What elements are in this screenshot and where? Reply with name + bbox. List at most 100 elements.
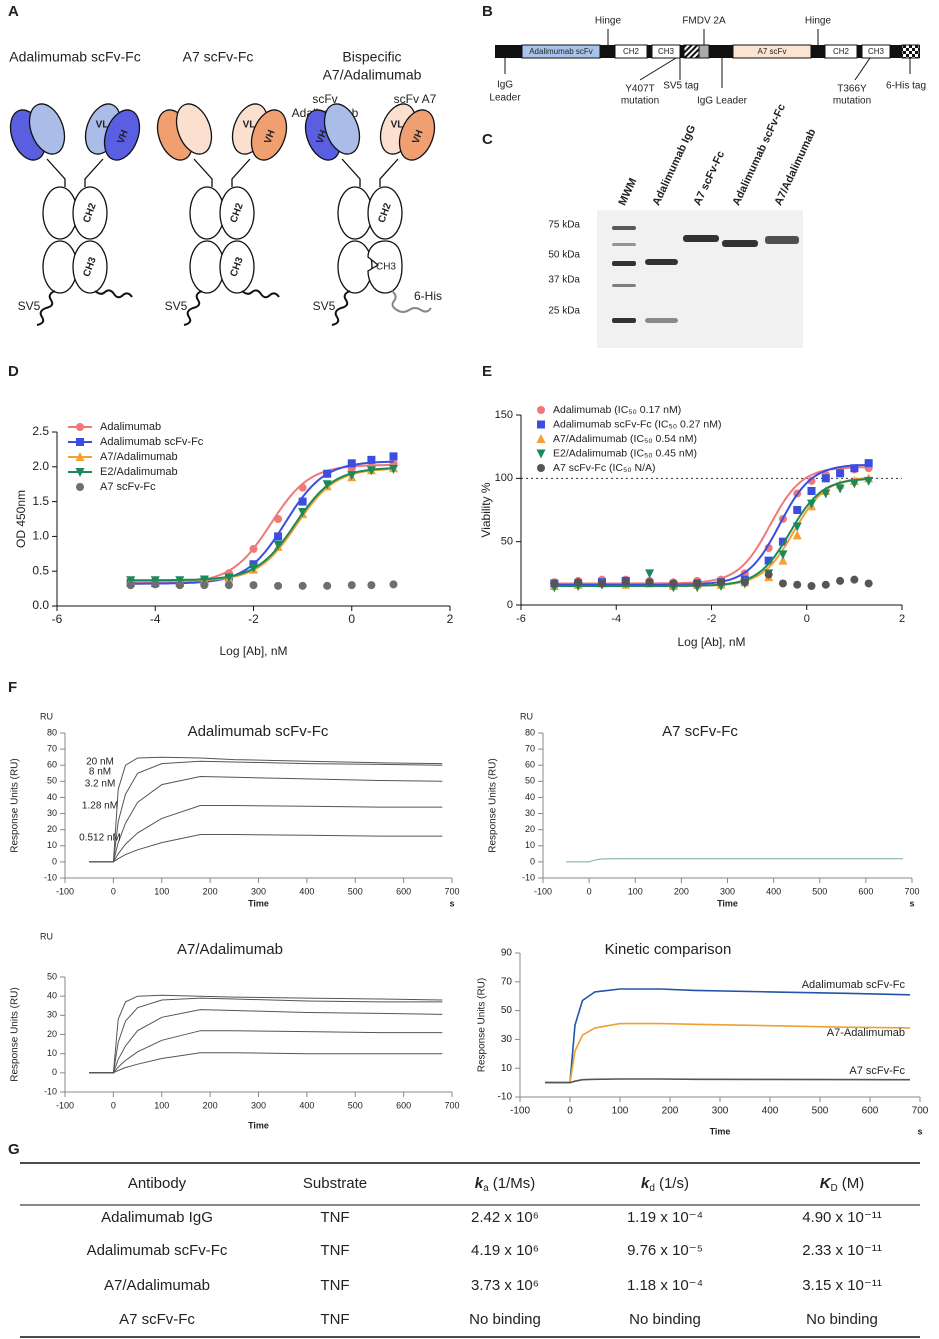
segment-label: CH3 xyxy=(868,47,885,56)
y-tick-label: 50 xyxy=(47,971,57,981)
x-tick-label: 600 xyxy=(862,1106,879,1117)
y-tick-label: 10 xyxy=(47,840,57,850)
y-tick-label: 30 xyxy=(47,1010,57,1020)
annotation: Leader xyxy=(489,93,521,104)
x-tick-label: 0 xyxy=(111,1100,116,1110)
y-tick-label: 0 xyxy=(52,856,57,866)
x-tick-label: -100 xyxy=(534,886,552,896)
data-point xyxy=(778,555,788,565)
data-point xyxy=(850,575,859,584)
x-tick-label: 100 xyxy=(154,886,169,896)
y-tick-label: -10 xyxy=(498,1092,513,1103)
annotation: IgG xyxy=(497,80,513,91)
table: Antibody Substrate ka (1/Ms) kd (1/s) KD (M… xyxy=(20,1162,920,1338)
series-label: 1.28 nM xyxy=(82,801,118,812)
y-tick-label: 70 xyxy=(525,743,535,753)
panel-b: Adalimumab scFv CH2 CH3 A7 scFv CH2 CH3 … xyxy=(489,16,926,107)
x-tick-label: -6 xyxy=(516,613,526,625)
legend-label: A7/Adalimumab xyxy=(100,451,178,463)
x-tick-label: 2 xyxy=(447,612,454,626)
annotation: mutation xyxy=(833,96,871,107)
data-point xyxy=(126,581,135,590)
y-tick-label: 50 xyxy=(501,1005,513,1016)
legend-marker xyxy=(76,438,84,446)
chart: -6 -4 -2 0 2 0 50 100 150 Log [Ab], nM Viability %… xyxy=(479,404,905,649)
data-point xyxy=(389,580,398,589)
table-cell: 3.15 x 10⁻¹¹ xyxy=(802,1277,882,1294)
marker-label: 75 kDa xyxy=(548,220,580,231)
table-header: Antibody xyxy=(128,1175,187,1192)
series-line xyxy=(89,1009,443,1074)
x-axis-label: Log [Ab], nM xyxy=(219,644,287,658)
series-label: 8 nM xyxy=(89,767,111,778)
data-point xyxy=(778,550,788,560)
y-tick-label: 60 xyxy=(47,760,57,770)
data-point xyxy=(807,582,816,590)
x-tick-label: 0 xyxy=(567,1106,573,1117)
legend-label: A7/Adalimumab (IC₅₀ 0.54 nM) xyxy=(553,433,697,445)
x-tick-label: 600 xyxy=(396,886,411,896)
construct-title: Adalimumab scFv-Fc xyxy=(9,49,140,65)
data-point xyxy=(347,471,357,481)
chart: -100 0 100 200 300 400 500 600 700-1001020304050… xyxy=(10,931,460,1130)
x-tick-label: 700 xyxy=(444,886,459,896)
domain-label: VH xyxy=(116,129,131,146)
legend-marker xyxy=(537,406,545,414)
data-point xyxy=(298,483,307,492)
y-tick-label: 10 xyxy=(501,1063,513,1074)
data-point xyxy=(778,537,787,546)
y-tick-label: 20 xyxy=(525,824,535,834)
series-label: 20 nM xyxy=(86,757,114,768)
domain-label: VH xyxy=(315,129,330,146)
table-header: ka (1/Ms) xyxy=(475,1175,535,1194)
antibody: VH VL VH CH2 CH3 SV5 6-His xyxy=(298,98,442,326)
x-tick-label: -100 xyxy=(56,1100,74,1110)
marker-label: 25 kDa xyxy=(548,306,580,317)
y-tick-label: 0 xyxy=(530,856,535,866)
panel-c: 75 kDa 50 kDa 37 kDa 25 kDa MWM Adalimum… xyxy=(548,102,819,348)
panel-label: F xyxy=(8,679,17,696)
panel-label: A xyxy=(8,3,19,20)
data-point xyxy=(389,452,398,461)
data-point xyxy=(323,469,332,478)
construct-title: A7/Adalimumab xyxy=(323,67,422,83)
series-label: Adalimumab scFv-Fc xyxy=(802,979,906,991)
chart-title: Kinetic comparison xyxy=(605,941,732,958)
legend-marker xyxy=(537,420,545,429)
domain-label: VL xyxy=(243,120,256,131)
data-point xyxy=(807,499,817,509)
x-tick-label: 500 xyxy=(812,1106,829,1117)
y-tick-label: 70 xyxy=(501,976,513,987)
x-tick-label: 300 xyxy=(251,1100,266,1110)
x-axis-label: Time xyxy=(248,1120,269,1130)
panel-label: B xyxy=(482,3,493,20)
series-line xyxy=(89,834,443,863)
legend-marker xyxy=(75,468,85,477)
data-point xyxy=(645,578,654,587)
x-tick-label: 200 xyxy=(203,886,218,896)
data-point xyxy=(821,474,830,483)
series-line xyxy=(89,997,443,1074)
data-point xyxy=(693,579,702,588)
data-point xyxy=(367,581,376,590)
annotation: Y407T xyxy=(625,84,654,95)
y-tick-label: 0 xyxy=(52,1067,57,1077)
y-tick-label: 30 xyxy=(501,1034,513,1045)
data-point xyxy=(792,522,802,532)
y-tick-label: 30 xyxy=(47,808,57,818)
x-axis-label: Time xyxy=(248,898,269,908)
y-tick-label: 40 xyxy=(47,792,57,802)
y-tick-label: 50 xyxy=(525,776,535,786)
marker-label: 37 kDa xyxy=(548,275,580,286)
data-point xyxy=(199,575,209,585)
data-point xyxy=(175,581,184,590)
legend-label: Adalimumab scFv-Fc xyxy=(100,436,204,448)
series-label: A7-Adalimumab xyxy=(827,1027,905,1039)
data-point xyxy=(835,484,845,494)
data-point xyxy=(249,544,258,553)
y-tick-label: -10 xyxy=(44,872,57,882)
x-tick-label: -100 xyxy=(510,1106,530,1117)
legend-label: Adalimumab (IC₅₀ 0.17 nM) xyxy=(553,404,681,416)
y-unit: RU xyxy=(40,931,53,941)
annotation: IgG Leader xyxy=(697,96,748,107)
